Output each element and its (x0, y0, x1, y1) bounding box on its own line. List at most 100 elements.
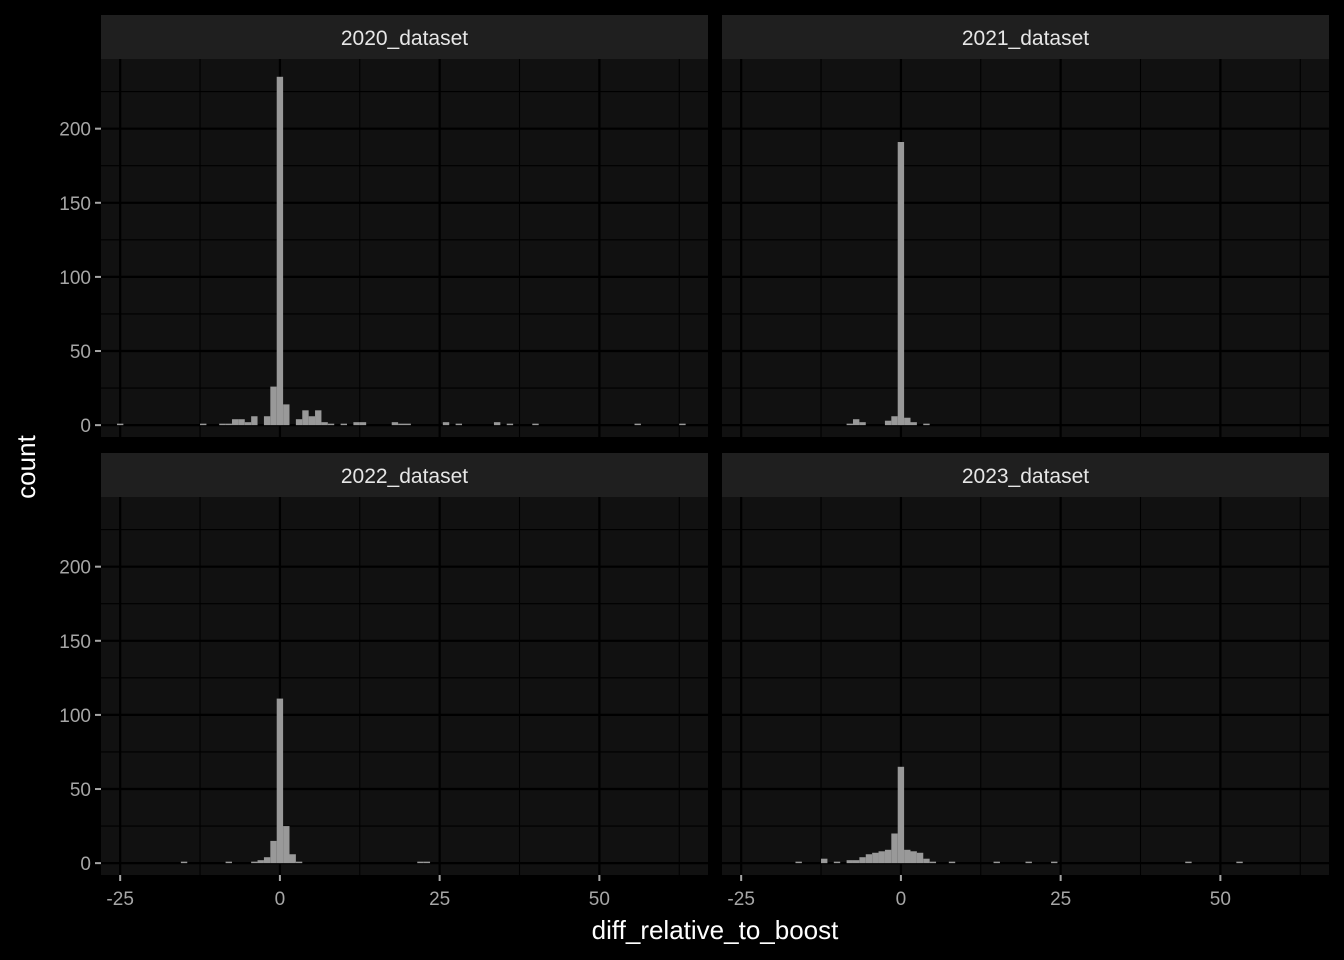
facet-title: 2022_dataset (341, 465, 468, 488)
histogram-bar (821, 858, 828, 864)
histogram-bar (679, 423, 686, 426)
x-tick-label: 25 (1050, 889, 1071, 910)
x-tick-label: 0 (275, 889, 286, 910)
histogram-bar (455, 423, 463, 426)
histogram-bar (872, 852, 879, 864)
histogram-bar (916, 852, 924, 864)
histogram-bar (859, 422, 866, 426)
histogram-bar (270, 386, 277, 426)
histogram-bar (1025, 861, 1032, 864)
facet-title: 2023_dataset (962, 465, 1089, 488)
histogram-bar (923, 423, 930, 426)
histogram-bar (493, 422, 501, 426)
histogram-bar (833, 861, 841, 864)
y-tick-label: 50 (70, 780, 91, 801)
histogram-bar (923, 858, 930, 864)
histogram-bar (308, 416, 316, 426)
y-tick-label: 150 (59, 194, 91, 215)
histogram-bar (929, 861, 937, 864)
histogram-bar (289, 854, 296, 864)
facet-panel: 2022_dataset (101, 453, 708, 875)
histogram-bar (795, 861, 802, 864)
x-tick-label: 0 (896, 889, 907, 910)
y-tick-label: 0 (80, 854, 91, 875)
histogram-bar (225, 423, 232, 426)
x-tick-label: 50 (589, 889, 610, 910)
histogram-bar (910, 422, 917, 426)
histogram-bar (1051, 861, 1058, 864)
histogram-bar (251, 416, 258, 426)
histogram-bar (910, 851, 917, 864)
panel-background (101, 59, 708, 437)
histogram-bar (865, 854, 873, 864)
x-tick-label: -25 (106, 889, 133, 910)
panel-background (722, 497, 1329, 875)
histogram-bar (327, 423, 335, 426)
histogram-bar (283, 404, 290, 426)
facet-panel: 2023_dataset (722, 453, 1329, 875)
histogram-bar (904, 849, 911, 864)
histogram-bar (904, 417, 911, 426)
y-tick-label: 0 (80, 416, 91, 437)
panel-background (101, 497, 708, 875)
y-tick-label: 100 (59, 268, 91, 289)
histogram-bar (852, 419, 860, 426)
facet-title: 2021_dataset (962, 27, 1089, 50)
x-tick-label: -25 (727, 889, 754, 910)
histogram-bar (852, 860, 860, 864)
histogram-bar (257, 860, 264, 864)
x-axis-title: diff_relative_to_boost (592, 915, 839, 945)
histogram-bar (404, 423, 411, 426)
histogram-bar (270, 840, 277, 864)
histogram-bar (846, 860, 853, 864)
facet-strip (101, 15, 708, 59)
y-axis-title: count (11, 434, 41, 498)
histogram-bar (283, 826, 290, 864)
facet-panel: 2020_dataset (101, 15, 708, 437)
facet-panel: 2021_dataset (722, 15, 1329, 437)
histogram-bar (423, 861, 431, 864)
histogram-bar (846, 423, 853, 426)
histogram-bar (878, 851, 885, 864)
y-tick-label: 50 (70, 342, 91, 363)
y-tick-label: 150 (59, 632, 91, 653)
histogram-bar (219, 423, 226, 426)
facet-panels: 2020_dataset 2021_dataset 2022_dataset 2023… (101, 15, 1329, 875)
histogram-bar (116, 423, 124, 426)
y-tick-label: 200 (59, 120, 91, 141)
histogram-bar (532, 423, 539, 426)
histogram-bar (1236, 861, 1243, 864)
histogram-bar (897, 766, 905, 864)
histogram-bar (506, 423, 514, 426)
y-tick-label: 100 (59, 706, 91, 727)
histogram-bar (417, 861, 424, 864)
histogram-bar (263, 857, 271, 864)
histogram-bar (315, 410, 322, 426)
histogram-bar (263, 416, 271, 426)
facet-strip (101, 453, 708, 497)
histogram-bar (251, 861, 258, 864)
x-tick-label: 50 (1210, 889, 1231, 910)
histogram-bar (398, 423, 405, 426)
histogram-bar (180, 861, 188, 864)
histogram-bar (884, 849, 892, 864)
histogram-bar (276, 76, 284, 426)
panel-background (722, 59, 1329, 437)
histogram-bar (891, 416, 898, 426)
x-axes: -25 0 25 50 -25 0 25 50 (106, 875, 1231, 910)
histogram-bar (859, 857, 866, 864)
histogram-bar (353, 422, 360, 426)
histogram-bar (891, 833, 898, 864)
facet-title: 2020_dataset (341, 27, 468, 50)
histogram-bar (391, 422, 399, 426)
histogram-bar (302, 410, 309, 426)
y-axes: 0 50 100 150 200 0 50 100 150 200 (59, 120, 101, 875)
histogram-bar (897, 142, 905, 426)
facet-strip (722, 453, 1329, 497)
histogram-bar (321, 422, 328, 426)
histogram-bar (993, 861, 1000, 864)
histogram-bar (634, 423, 641, 426)
histogram-bar (359, 422, 367, 426)
histogram-bar (948, 861, 956, 864)
